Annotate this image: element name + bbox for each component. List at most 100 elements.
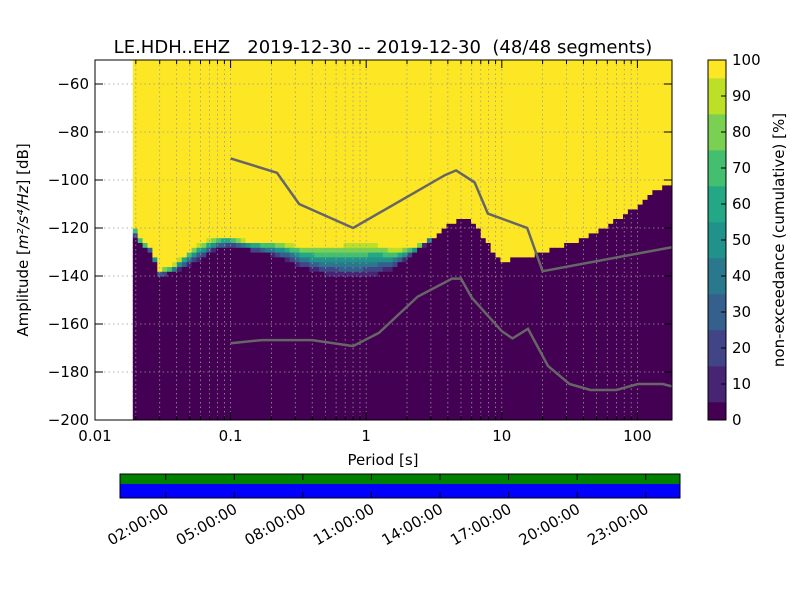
heatmap-cell — [172, 357, 178, 363]
heatmap-cell — [333, 309, 340, 315]
heatmap-cell — [196, 88, 203, 95]
heatmap-cell — [176, 348, 183, 354]
heatmap-cell — [211, 165, 217, 171]
heatmap-cell — [240, 136, 247, 143]
heatmap-cell — [338, 242, 345, 248]
heatmap-cell — [323, 324, 330, 330]
heatmap-cell — [328, 84, 335, 90]
heatmap-cell — [191, 328, 198, 335]
heatmap-cell — [181, 343, 188, 349]
heatmap-cell — [211, 204, 217, 210]
heatmap-cell — [363, 132, 369, 138]
heatmap-cell — [397, 357, 403, 363]
heatmap-cell — [176, 333, 183, 339]
heatmap-cell — [137, 69, 144, 75]
heatmap-cell — [407, 367, 413, 373]
heatmap-cell — [284, 309, 291, 315]
heatmap-cell — [255, 74, 261, 80]
heatmap-cell — [196, 348, 203, 354]
heatmap-cell — [402, 237, 408, 243]
heatmap-cell — [446, 156, 453, 162]
heatmap-cell — [387, 362, 394, 368]
heatmap-cell — [181, 60, 188, 66]
heatmap-cell — [328, 136, 335, 143]
heatmap-cell — [221, 151, 227, 157]
heatmap-cell — [333, 391, 340, 397]
heatmap-cell — [412, 218, 418, 224]
heatmap-cell — [343, 160, 350, 167]
heatmap-cell — [328, 328, 335, 335]
heatmap-cell — [412, 338, 418, 344]
heatmap-cell — [319, 189, 325, 195]
heatmap-cell — [211, 132, 217, 138]
heatmap-cell — [343, 386, 350, 392]
heatmap-cell — [142, 228, 149, 234]
heatmap-cell — [245, 266, 252, 272]
heatmap-cell — [270, 60, 276, 66]
heatmap-cell — [397, 165, 403, 171]
heatmap-cell — [157, 357, 163, 363]
heatmap-cell — [255, 208, 261, 215]
heatmap-cell — [191, 165, 198, 171]
heatmap-cell — [333, 117, 340, 123]
heatmap-cell — [368, 146, 374, 152]
heatmap-cell — [167, 112, 173, 119]
heatmap-cell — [167, 280, 173, 287]
heatmap-cell — [216, 237, 222, 243]
heatmap-cell — [368, 252, 374, 258]
heatmap-cell — [250, 60, 256, 66]
heatmap-cell — [431, 396, 438, 402]
heatmap-cell — [235, 400, 242, 407]
heatmap-cell — [201, 252, 207, 258]
heatmap-cell — [426, 271, 433, 277]
heatmap-cell — [436, 132, 443, 138]
heatmap-cell — [407, 117, 413, 123]
heatmap-cell — [387, 69, 394, 75]
heatmap-cell — [407, 357, 413, 363]
heatmap-cell — [372, 132, 379, 138]
heatmap-cell — [328, 314, 335, 320]
heatmap-cell — [451, 60, 457, 66]
heatmap-cell — [172, 108, 178, 114]
heatmap-cell — [157, 348, 163, 354]
heatmap-cell — [314, 280, 320, 287]
heatmap-cell — [147, 376, 153, 383]
heatmap-cell — [225, 376, 232, 383]
heatmap-cell — [319, 285, 325, 291]
heatmap-cell — [348, 218, 354, 224]
heatmap-cell — [201, 108, 207, 114]
heatmap-cell — [235, 204, 242, 210]
heatmap-cell — [412, 309, 418, 315]
heatmap-cell — [377, 189, 384, 195]
heatmap-cell — [382, 328, 389, 335]
heatmap-cell — [299, 348, 305, 354]
heatmap-cell — [225, 127, 232, 133]
heatmap-cell — [294, 405, 301, 411]
heatmap-cell — [289, 362, 296, 368]
heatmap-cell — [319, 156, 325, 162]
heatmap-cell — [397, 391, 403, 397]
heatmap-cell — [417, 204, 423, 210]
heatmap-cell — [353, 160, 359, 167]
heatmap-cell — [309, 228, 315, 234]
heatmap-cell — [382, 170, 389, 176]
heatmap-cell — [201, 232, 207, 239]
heatmap-cell — [245, 64, 252, 71]
heatmap-cell — [132, 117, 139, 123]
heatmap-cell — [412, 348, 418, 354]
heatmap-cell — [451, 189, 457, 195]
heatmap-cell — [255, 319, 261, 325]
heatmap-cell — [274, 122, 281, 128]
heatmap-cell — [186, 156, 193, 162]
heatmap-cell — [191, 180, 198, 186]
heatmap-cell — [152, 261, 158, 267]
heatmap-cell — [348, 252, 354, 258]
heatmap-cell — [221, 74, 227, 80]
heatmap-cell — [147, 213, 153, 219]
heatmap-cell — [162, 146, 168, 152]
heatmap-cell — [333, 132, 340, 138]
heatmap-cell — [441, 60, 448, 66]
heatmap-cell — [260, 271, 266, 277]
heatmap-cell — [201, 117, 207, 123]
heatmap-cell — [162, 372, 168, 378]
